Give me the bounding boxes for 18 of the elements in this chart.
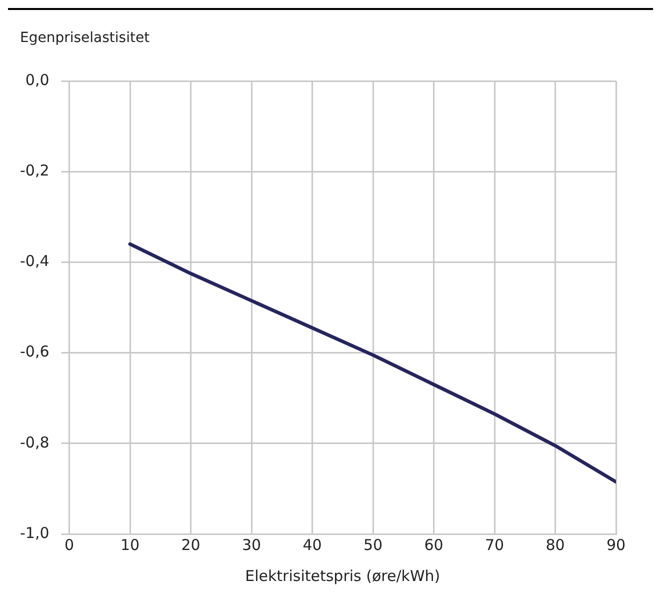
y-tick-label: -0,6	[20, 342, 50, 361]
x-tick-label: 70	[484, 536, 504, 554]
x-tick-label: 60	[424, 536, 444, 554]
x-tick-label: 90	[606, 536, 626, 554]
x-tick-label: 40	[302, 536, 322, 554]
y-tick-label: -1,0	[20, 524, 50, 542]
x-tick-label: 10	[120, 536, 140, 554]
x-tick-label: 0	[64, 536, 74, 554]
x-tick-label: 50	[363, 536, 383, 554]
x-tick-label: 20	[181, 536, 200, 554]
x-tick-label: 30	[242, 536, 262, 554]
y-tick-label: -0,4	[20, 252, 50, 270]
y-axis-title: Egenpriselastisitet	[20, 30, 151, 46]
x-tick-label: 80	[546, 536, 565, 554]
y-tick-label: -0,2	[20, 161, 50, 180]
x-axis-title: Elektrisitetspris (øre/kWh)	[245, 566, 440, 585]
y-tick-label: -0,8	[20, 433, 50, 452]
y-tick-label: 0,0	[25, 70, 50, 89]
